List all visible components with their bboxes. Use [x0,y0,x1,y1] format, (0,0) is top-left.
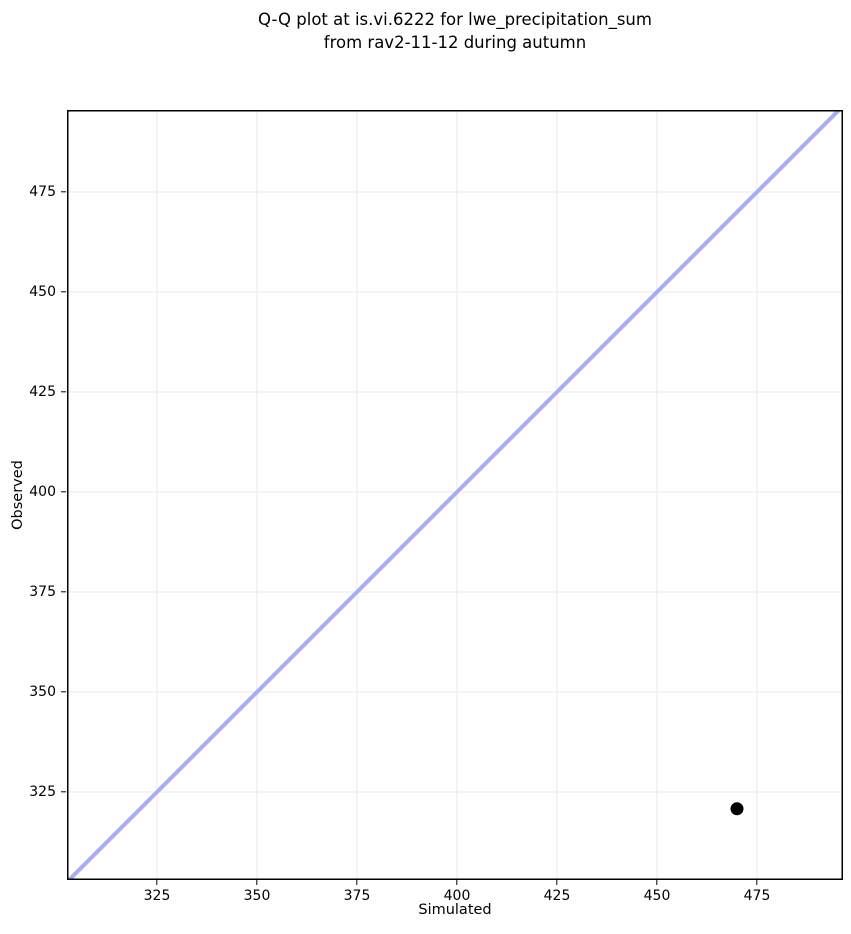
x-tick-mark [156,880,158,885]
y-tick-label: 425 [29,384,56,400]
y-tick-mark [61,391,66,393]
identity-line [67,110,842,880]
data-point [730,802,744,816]
x-tick-mark [556,880,558,885]
x-tick-mark [356,880,358,885]
x-axis-label: Simulated [418,902,492,918]
plot-canvas [67,110,843,880]
x-tick-label: 350 [243,888,271,904]
x-tick-mark [256,880,258,885]
chart-title-line-1: Q-Q plot at is.vi.6222 for lwe_precipita… [258,10,652,29]
y-tick-mark [61,591,66,593]
y-tick-label: 450 [29,284,56,300]
y-tick-label: 350 [29,684,56,700]
y-tick-mark [61,691,66,693]
y-tick-label: 375 [29,584,56,600]
x-tick-mark [756,880,758,885]
y-tick-mark [61,491,66,493]
x-tick-mark [656,880,658,885]
x-tick-label: 375 [343,888,371,904]
y-tick-mark [61,191,66,193]
x-tick-label: 450 [643,888,671,904]
y-tick-mark [61,791,66,793]
y-tick-label: 475 [29,184,56,200]
chart-title-line-2: from rav2-11-12 during autumn [323,33,587,52]
x-tick-mark [456,880,458,885]
y-tick-label: 325 [29,784,56,800]
chart-title: Q-Q plot at is.vi.6222 for lwe_precipita… [67,8,843,54]
x-tick-label: 425 [543,888,571,904]
x-tick-label: 325 [143,888,171,904]
plot-area [67,110,843,880]
x-tick-label: 400 [443,888,471,904]
y-tick-label: 400 [29,484,56,500]
x-tick-label: 475 [743,888,771,904]
y-tick-mark [61,291,66,293]
